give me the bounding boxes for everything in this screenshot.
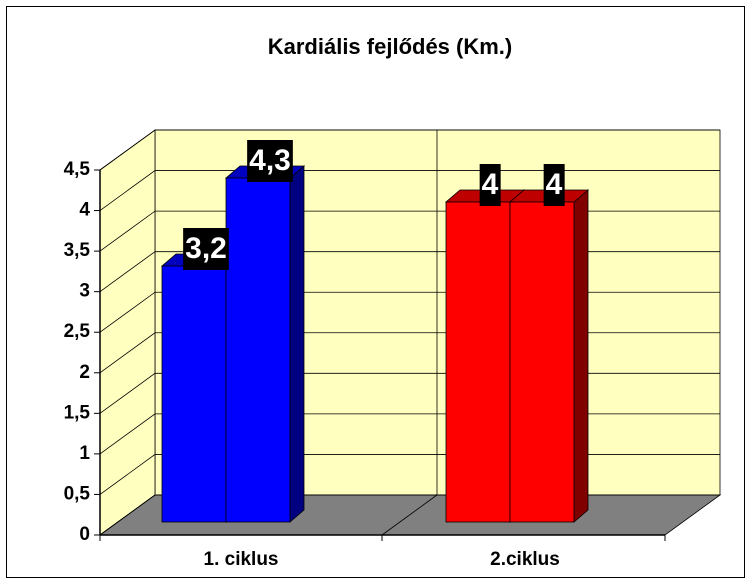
x-tick-label: 1. ciklus — [204, 549, 279, 570]
bar-side — [573, 189, 589, 523]
data-label-bg — [183, 228, 229, 270]
bar — [445, 201, 511, 523]
y-tick-label: 2 — [79, 362, 90, 383]
category-divider — [381, 494, 438, 536]
y-tick-label: 2,5 — [64, 321, 91, 342]
data-label-bg — [247, 140, 293, 182]
bar — [509, 201, 575, 523]
bar — [225, 177, 291, 523]
data-label-bg — [543, 164, 565, 206]
data-label: 3,2 — [185, 232, 227, 265]
bar-side — [289, 165, 305, 523]
bar — [161, 265, 227, 523]
y-tick-label: 1 — [79, 443, 90, 464]
y-tick-label: 4 — [79, 200, 90, 221]
chart-title: Kardiális fejlődés (Km.) — [268, 34, 513, 59]
grid-line — [99, 129, 720, 171]
data-label: 4 — [482, 168, 499, 201]
grid-line — [99, 170, 720, 211]
y-tick-label: 0 — [79, 524, 90, 545]
data-label: 4 — [546, 168, 563, 201]
x-tick-label: 2.ciklus — [490, 549, 560, 570]
y-tick-label: 0,5 — [64, 483, 91, 504]
y-tick-label: 3,5 — [64, 240, 91, 261]
y-tick-label: 4,5 — [64, 159, 91, 180]
data-label: 4,3 — [249, 144, 291, 177]
y-tick-label: 1,5 — [64, 402, 91, 423]
y-tick-label: 3 — [79, 281, 90, 302]
data-label-bg — [479, 164, 501, 206]
